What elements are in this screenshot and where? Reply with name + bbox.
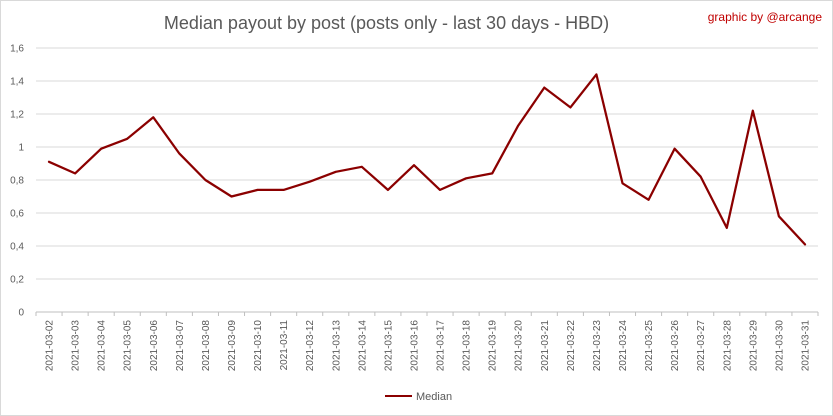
data-point [309, 181, 311, 183]
legend: Median [385, 391, 452, 403]
legend-label-median: Median [416, 391, 452, 403]
y-tick-label: 1,4 [10, 77, 24, 88]
data-point [413, 164, 415, 166]
x-tick-label: 2021-03-04 [97, 320, 108, 372]
x-tick-label: 2021-03-14 [357, 320, 368, 372]
y-tick-label: 1,6 [10, 44, 24, 55]
x-tick-label: 2021-03-29 [748, 320, 759, 372]
x-tick-label: 2021-03-18 [462, 320, 473, 372]
series-group [47, 73, 807, 246]
gridlines [36, 47, 818, 313]
series-line-median [47, 73, 807, 246]
chart-title: Median payout by post (posts only - last… [163, 13, 610, 33]
credit-label: graphic by @arcange [707, 10, 822, 24]
x-tick-label: 2021-03-28 [722, 320, 733, 372]
data-point [726, 227, 728, 229]
x-tick-label: 2021-03-09 [227, 320, 238, 372]
x-tick-label: 2021-03-19 [488, 320, 499, 372]
data-point [335, 171, 337, 173]
data-point [648, 199, 650, 201]
x-tick-label: 2021-03-17 [436, 320, 447, 372]
data-point [804, 243, 806, 245]
x-tick-label: 2021-03-22 [566, 320, 577, 372]
data-point [204, 179, 206, 181]
y-tick-label: 1 [18, 143, 24, 154]
x-tick-label: 2021-03-24 [618, 320, 629, 372]
data-point [387, 189, 389, 191]
y-tick-label: 0,8 [10, 176, 24, 187]
data-point [231, 196, 232, 197]
data-point [152, 116, 154, 118]
data-point [465, 177, 467, 179]
x-tick-label: 2021-03-05 [123, 320, 134, 372]
data-point [100, 148, 102, 150]
y-tick-label: 0 [18, 308, 24, 319]
x-tick-label: 2021-03-15 [383, 320, 394, 372]
data-point [126, 138, 128, 140]
x-tick-label: 2021-03-16 [409, 320, 420, 372]
x-tick-label: 2021-03-23 [592, 320, 603, 372]
data-point [439, 189, 441, 191]
x-tick-label: 2021-03-11 [279, 320, 290, 371]
x-tick-label: 2021-03-26 [670, 320, 681, 372]
x-tick-label: 2021-03-20 [514, 320, 525, 372]
data-point [178, 153, 180, 155]
x-tick-label: 2021-03-25 [644, 320, 655, 372]
data-point [622, 182, 623, 184]
data-point [543, 87, 545, 89]
x-tick-label: 2021-03-13 [331, 320, 342, 372]
data-point [517, 125, 519, 127]
x-tick-label: 2021-03-21 [540, 320, 551, 372]
x-tick-label: 2021-03-03 [71, 320, 82, 372]
data-point [569, 106, 571, 108]
y-axis-ticks: 0 0,2 0,4 0,6 0,8 1 1,2 1,4 1,6 [10, 44, 24, 319]
x-tick-label: 2021-03-10 [253, 320, 264, 372]
y-tick-label: 0,4 [10, 242, 24, 253]
x-tick-label: 2021-03-31 [800, 320, 811, 372]
data-point [74, 172, 76, 174]
data-point [491, 172, 493, 174]
x-axis-ticks: 2021-03-02 2021-03-03 2021-03-04 2021-03-05… [35, 312, 819, 372]
x-tick-label: 2021-03-27 [696, 320, 707, 372]
y-tick-label: 0,6 [10, 209, 24, 220]
data-point [595, 73, 597, 75]
data-point [778, 215, 780, 217]
x-tick-label: 2021-03-07 [175, 320, 186, 372]
data-point [361, 166, 363, 168]
x-tick-label: 2021-03-30 [774, 320, 785, 372]
data-point [700, 176, 702, 178]
x-tick-label: 2021-03-06 [149, 320, 160, 372]
data-point [257, 189, 259, 191]
x-tick-label: 2021-03-12 [305, 320, 316, 372]
data-point [752, 110, 754, 112]
x-tick-label: 2021-03-08 [201, 320, 212, 372]
y-tick-label: 0,2 [10, 275, 24, 286]
data-point [674, 148, 676, 150]
data-point [48, 161, 50, 163]
x-tick-label: 2021-03-02 [45, 320, 56, 372]
data-point [283, 189, 285, 191]
y-tick-label: 1,2 [10, 110, 24, 121]
